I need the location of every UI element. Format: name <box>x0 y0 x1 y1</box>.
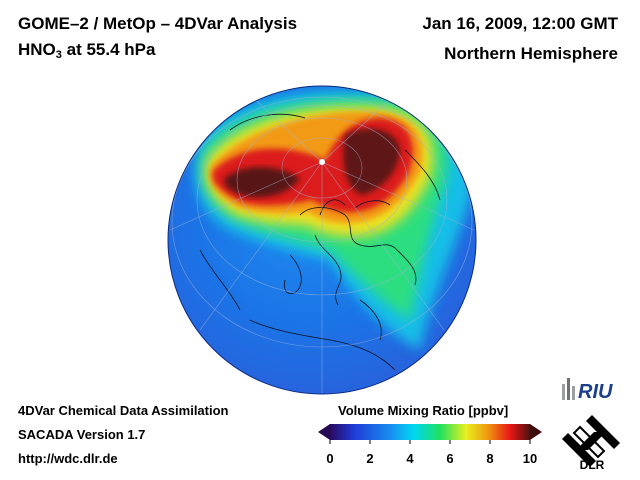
species-prefix: HNO <box>18 40 56 59</box>
graticule <box>169 94 475 394</box>
colorbar-ramp <box>330 424 530 440</box>
dlr-emblem <box>562 415 620 467</box>
colorbar-tick-label: 10 <box>522 451 538 466</box>
north-pole-marker <box>319 159 325 165</box>
colorbar-tick-marks <box>329 440 531 444</box>
species-subscript: 3 <box>55 49 62 61</box>
riu-logo-text: RIU <box>578 381 613 403</box>
colorbar-max-arrow <box>530 424 542 440</box>
dlr-logo: DLR <box>562 415 620 470</box>
species-label: HNO3 at 55.4 hPa <box>18 40 155 61</box>
colorbar-tick-label: 6 <box>446 451 454 466</box>
colorbar-tick-label: 0 <box>326 451 334 466</box>
globe-outline <box>167 85 477 395</box>
riu-logo: RIU <box>562 378 613 403</box>
footer-line-1: 4DVar Chemical Data Assimilation <box>18 403 229 418</box>
species-suffix: at 55.4 hPa <box>61 40 156 59</box>
colorbar-tick-label: 2 <box>366 451 374 466</box>
map-title: GOME–2 / MetOp – 4DVar Analysis <box>18 14 298 33</box>
colorbar <box>318 424 542 444</box>
datetime-label: Jan 16, 2009, 12:00 GMT <box>422 14 618 33</box>
dlr-logo-text: DLR <box>580 458 605 470</box>
riu-bar-3 <box>572 386 575 400</box>
riu-bar-2 <box>567 378 570 400</box>
footer-url[interactable]: http://wdc.dlr.de <box>18 451 118 466</box>
colorbar-title: Volume Mixing Ratio [ppbv] <box>338 403 509 418</box>
colorbar-tick-label: 8 <box>486 451 494 466</box>
core-west <box>224 167 300 198</box>
riu-bar-1 <box>562 384 565 400</box>
colorbar-tick-label: 4 <box>406 451 414 466</box>
region-label: Northern Hemisphere <box>444 44 618 63</box>
colorbar-min-arrow <box>318 424 330 440</box>
footer-line-2: SACADA Version 1.7 <box>18 427 146 442</box>
core-east <box>343 128 400 195</box>
